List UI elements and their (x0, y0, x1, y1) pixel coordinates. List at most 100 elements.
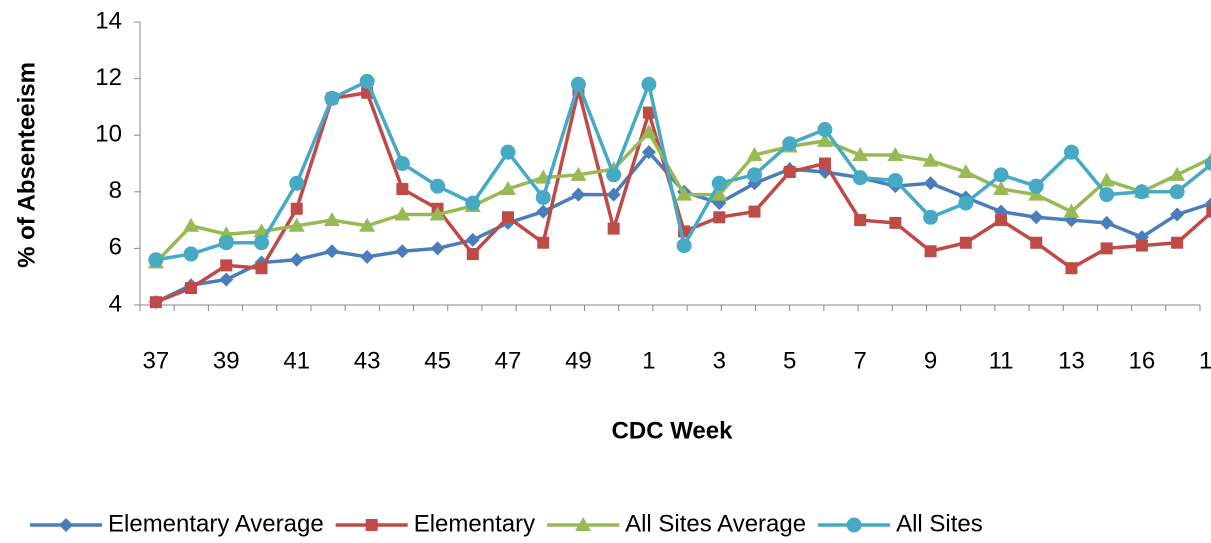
data-point (640, 124, 657, 139)
data-point (290, 202, 303, 215)
legend-label: Elementary (414, 510, 535, 537)
data-point (607, 222, 620, 235)
data-point (255, 262, 268, 275)
data-point (676, 186, 693, 201)
data-point (887, 147, 904, 162)
data-point (641, 76, 657, 92)
legend-entry: Elementary (335, 510, 535, 537)
x-tick-label: 41 (283, 347, 310, 374)
x-tick-label: 45 (424, 347, 451, 374)
data-point (324, 90, 340, 106)
data-point (218, 235, 234, 251)
data-point (887, 172, 903, 188)
x-tick-label: 16 (1129, 347, 1156, 374)
data-point (748, 205, 761, 218)
x-tick-label: 1 (642, 347, 655, 374)
legend-marker (365, 519, 378, 531)
x-tick-label: 3 (713, 347, 726, 374)
data-point (889, 216, 902, 229)
data-point (394, 206, 411, 221)
data-point (465, 232, 480, 247)
data-point (502, 211, 515, 224)
data-point (993, 167, 1009, 183)
data-point (782, 136, 798, 152)
data-point (818, 157, 831, 170)
data-point (395, 244, 410, 259)
data-point (854, 214, 867, 227)
data-point (817, 122, 833, 138)
data-point (1100, 242, 1113, 255)
data-point (816, 132, 833, 147)
data-point (1030, 236, 1043, 249)
legend-label: All Sites (896, 510, 983, 537)
data-point (324, 244, 339, 259)
data-point (430, 178, 446, 194)
data-point (676, 238, 692, 254)
legend-marker (59, 518, 73, 532)
data-point (1170, 207, 1185, 222)
data-point (923, 209, 939, 225)
data-point (535, 189, 551, 205)
data-point (993, 180, 1010, 195)
data-point (1134, 184, 1150, 200)
data-point (394, 156, 410, 171)
data-point (570, 166, 587, 181)
data-point (571, 187, 586, 202)
data-point (1063, 203, 1080, 218)
data-point (959, 236, 972, 249)
data-point (1169, 166, 1186, 181)
data-point (995, 214, 1008, 227)
data-point (1029, 210, 1044, 225)
legend-marker (846, 517, 862, 533)
data-point (1169, 184, 1185, 200)
data-point (606, 167, 622, 183)
data-point (1204, 156, 1211, 171)
data-point (606, 187, 621, 202)
data-point (359, 217, 376, 232)
x-tick-label: 7 (853, 347, 866, 374)
data-point (1099, 187, 1115, 203)
legend-entry: All Sites (818, 510, 983, 537)
data-point (149, 296, 162, 309)
x-tick-label: 43 (354, 347, 381, 374)
data-point (360, 249, 375, 264)
data-point (852, 147, 869, 162)
legend-entry: All Sites Average (547, 510, 806, 537)
data-point (465, 195, 481, 211)
data-point (570, 76, 586, 92)
data-point (185, 282, 198, 295)
data-point (783, 165, 796, 178)
legend-entry: Elementary Average (30, 510, 324, 537)
data-point (430, 241, 445, 256)
data-point (923, 176, 938, 191)
data-point (852, 170, 868, 186)
data-point (323, 212, 340, 227)
x-tick-label: 18 (1199, 347, 1211, 374)
data-point (536, 204, 551, 219)
x-tick-label: 13 (1058, 347, 1085, 374)
data-point (958, 195, 974, 211)
data-point (466, 248, 479, 261)
data-point (1171, 236, 1184, 249)
x-tick-label: 47 (495, 347, 522, 374)
x-tick-label: 5 (783, 347, 796, 374)
x-axis-title: CDC Week (612, 417, 734, 444)
data-point (253, 235, 269, 251)
data-point (641, 145, 656, 160)
y-tick-label: 4 (109, 290, 122, 317)
data-point (1098, 172, 1115, 187)
data-point (220, 259, 233, 272)
data-point (148, 252, 164, 268)
data-point (747, 167, 763, 183)
y-axis-title: % of Absenteeism (13, 62, 40, 268)
data-point (746, 147, 763, 162)
data-point (288, 217, 305, 232)
data-point (396, 182, 409, 195)
data-point (642, 106, 655, 119)
data-point (183, 217, 200, 232)
data-point (219, 272, 234, 287)
data-point (1065, 262, 1078, 275)
data-point (289, 175, 305, 191)
data-point (183, 246, 199, 262)
